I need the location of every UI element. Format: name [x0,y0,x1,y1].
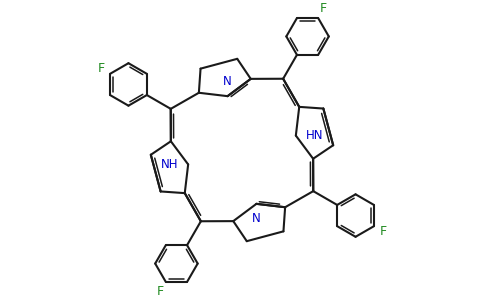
Text: N: N [252,212,261,225]
Text: F: F [320,2,327,15]
Text: F: F [97,62,105,75]
Text: N: N [223,75,232,88]
Text: HN: HN [305,129,323,142]
Text: F: F [157,285,164,298]
Text: F: F [379,225,387,238]
Text: NH: NH [161,158,179,171]
